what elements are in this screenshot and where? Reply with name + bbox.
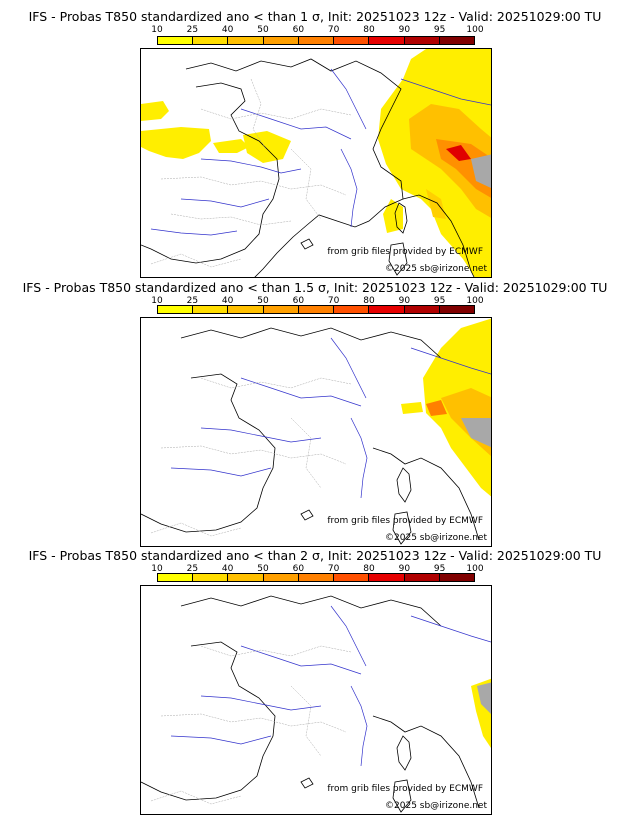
colorbar-segment: [369, 37, 405, 44]
colorbar-tick-label: 95: [433, 25, 446, 35]
colorbar-segment: [404, 306, 440, 313]
colorbar-segment: [404, 37, 440, 44]
colorbar-tick-label: 95: [433, 564, 446, 574]
colorbar-tick-label: 90: [398, 296, 411, 306]
colorbar-segment: [334, 574, 370, 581]
map-3-copyright: ©2025 sb@irizone.net: [385, 801, 487, 811]
colorbar-segment: [334, 37, 370, 44]
colorbar-segment: [369, 574, 405, 581]
map-3-credit: from grib files provided by ECMWF: [327, 784, 483, 794]
colorbar-3: [157, 573, 475, 582]
colorbar-tick-label: 60: [292, 296, 305, 306]
panel-1-title: IFS - Probas T850 standardized ano < tha…: [28, 9, 602, 24]
map-3: [141, 595, 491, 813]
map-1-credit: from grib files provided by ECMWF: [327, 247, 483, 257]
colorbar-tick-label: 10: [151, 296, 163, 306]
colorbar-2: [157, 305, 475, 314]
map-1: [141, 49, 491, 277]
colorbar-segment: [369, 306, 405, 313]
colorbar-3-ticks: 10 25 40 50 60 70 80 90 95 100: [151, 564, 483, 574]
colorbar-tick-label: 40: [221, 296, 234, 306]
colorbar-segment: [158, 306, 194, 313]
colorbar-tick-label: 50: [257, 564, 269, 574]
colorbar-segment: [158, 37, 194, 44]
colorbar-tick-label: 60: [292, 25, 305, 35]
colorbar-tick-label: 95: [433, 296, 446, 306]
panel-2-title: IFS - Probas T850 standardized ano < tha…: [22, 280, 608, 295]
colorbar-tick-label: 70: [327, 25, 340, 35]
map-panel-2: from grib files provided by ECMWF ©2025 …: [140, 317, 492, 547]
colorbar-tick-label: 100: [466, 25, 484, 35]
colorbar-segment: [193, 37, 229, 44]
colorbar-tick-label: 90: [398, 25, 411, 35]
colorbar-tick-label: 100: [466, 296, 484, 306]
map-panel-3: from grib files provided by ECMWF ©2025 …: [140, 585, 492, 815]
colorbar-segment: [228, 574, 264, 581]
colorbar-1: [157, 36, 475, 45]
colorbar-segment: [298, 37, 335, 44]
colorbar-segment: [263, 306, 299, 313]
panel-3-title: IFS - Probas T850 standardized ano < tha…: [28, 548, 602, 563]
colorbar-segment: [193, 574, 229, 581]
colorbar-segment: [404, 574, 440, 581]
colorbar-segment: [298, 574, 335, 581]
colorbar-tick-label: 40: [221, 25, 234, 35]
colorbar-segment: [158, 574, 194, 581]
colorbar-segment: [228, 306, 264, 313]
colorbar-2-ticks: 10 25 40 50 60 70 80 90 95 100: [151, 296, 483, 306]
colorbar-tick-label: 70: [327, 296, 340, 306]
colorbar-segment: [228, 37, 264, 44]
map-2-credit: from grib files provided by ECMWF: [327, 516, 483, 526]
colorbar-tick-label: 100: [466, 564, 484, 574]
colorbar-tick-label: 25: [186, 296, 199, 306]
map-2: [141, 318, 491, 545]
colorbar-tick-label: 10: [151, 25, 163, 35]
map-2-copyright: ©2025 sb@irizone.net: [385, 533, 487, 543]
colorbar-1-ticks: 10 25 40 50 60 70 80 90 95 100: [151, 25, 483, 35]
colorbar-tick-label: 70: [327, 564, 340, 574]
colorbar-tick-label: 60: [292, 564, 305, 574]
map-panel-1: from grib files provided by ECMWF ©2025 …: [140, 48, 492, 278]
colorbar-segment: [263, 574, 299, 581]
colorbar-tick-label: 10: [151, 564, 163, 574]
colorbar-tick-label: 50: [257, 296, 269, 306]
colorbar-segment: [439, 574, 474, 581]
map-1-copyright: ©2025 sb@irizone.net: [385, 264, 487, 274]
colorbar-segment: [439, 37, 474, 44]
colorbar-segment: [298, 306, 335, 313]
colorbar-tick-label: 25: [186, 564, 199, 574]
colorbar-tick-label: 80: [363, 296, 375, 306]
colorbar-segment: [334, 306, 370, 313]
colorbar-tick-label: 50: [257, 25, 269, 35]
colorbar-tick-label: 40: [221, 564, 234, 574]
colorbar-tick-label: 80: [363, 25, 375, 35]
colorbar-segment: [193, 306, 229, 313]
colorbar-tick-label: 25: [186, 25, 199, 35]
colorbar-segment: [439, 306, 474, 313]
colorbar-tick-label: 90: [398, 564, 411, 574]
colorbar-tick-label: 80: [363, 564, 375, 574]
colorbar-segment: [263, 37, 299, 44]
